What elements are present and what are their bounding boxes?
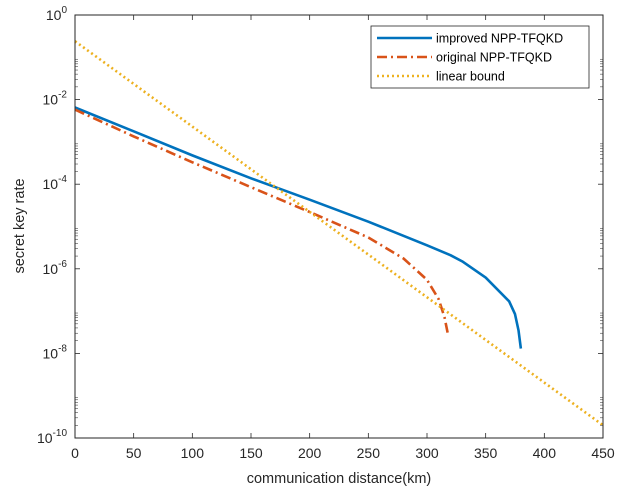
x-tick-label: 0 [71,445,79,461]
y-tick-label: 10-6 [43,259,68,277]
series-line-0 [74,106,523,349]
x-tick-label: 400 [533,445,557,461]
x-tick-label: 50 [126,445,142,461]
x-tick-label: 300 [415,445,439,461]
legend-box [370,25,590,89]
series-line-1 [74,108,450,336]
legend: improved NPP-TFQKD original NPP-TFQKD line… [370,25,590,89]
x-tick-label: 450 [591,445,615,461]
series-line-2 [74,40,604,427]
plot-frame [74,14,604,439]
x-tick-label: 100 [181,445,205,461]
y-tick-label: 10-4 [43,174,68,192]
x-axis-label: communication distance(km) [247,471,432,487]
series-layer [74,40,604,427]
y-axis-label: secret key rate [12,178,28,273]
legend-label: linear bound [436,70,505,84]
y-tick-label: 10-8 [43,343,68,361]
x-tick-label: 250 [357,445,381,461]
y-tick-label: 10-2 [43,90,68,108]
y-tick-label: 10-10 [37,428,67,446]
y-tick-label: 100 [46,5,68,23]
x-tick-label: 350 [474,445,498,461]
x-tick-label: 200 [298,445,322,461]
tick-layer: 0 50 100 150 200 250 300 350 400 450 10-10 10-8 10-6… [37,5,615,461]
x-tick-label: 150 [239,445,263,461]
legend-label: original NPP-TFQKD [436,51,552,65]
legend-label: improved NPP-TFQKD [436,32,563,46]
